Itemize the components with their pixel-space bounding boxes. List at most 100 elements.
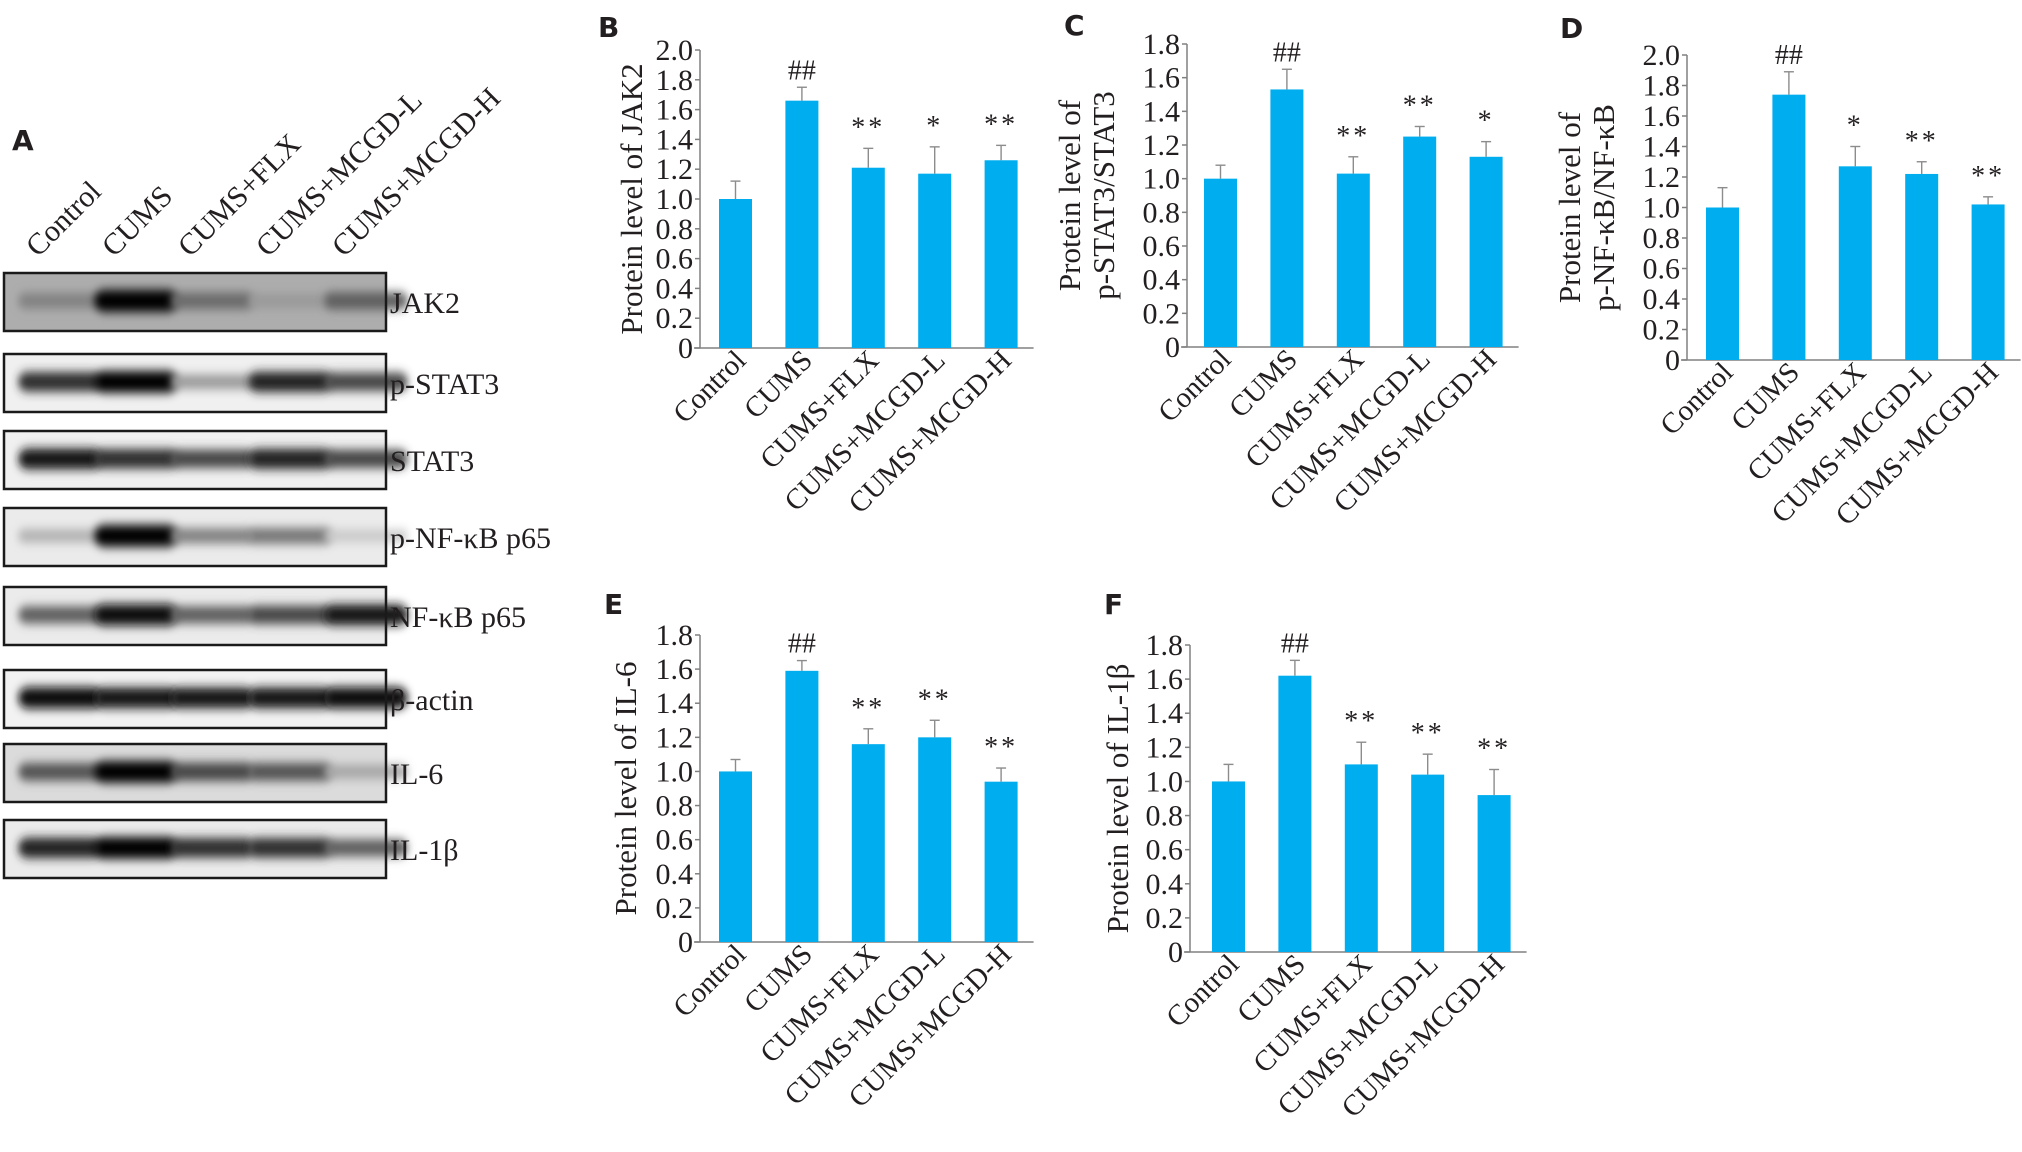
chart-p-stat3-stat3: 00.20.40.60.81.01.21.41.61.8 Protein leve…	[1052, 28, 1519, 519]
panel-a-western-blot: A ControlCUMSCUMS+FLXCUMS+MCGD-LCUMS+MCG…	[2, 81, 551, 880]
y-tick-label: 0.2	[656, 302, 694, 335]
y-tick-label: 1.4	[1146, 697, 1184, 730]
blot-row-label: IL-6	[390, 758, 443, 791]
blot-band	[18, 448, 102, 470]
blot-band	[170, 838, 254, 858]
y-tick-label: 0.6	[656, 824, 694, 857]
bar	[984, 160, 1018, 348]
y-tick-label: 1.6	[656, 94, 694, 127]
y-tick-label: 1.6	[1146, 663, 1184, 696]
blot-band	[18, 606, 102, 624]
bar	[1772, 94, 1806, 361]
blot-frame	[2, 506, 388, 568]
y-tick-label: 1.0	[1146, 765, 1184, 798]
y-tick-label: 1.2	[1146, 731, 1184, 764]
blot-row: STAT3	[2, 429, 474, 491]
y-axis-label: p-STAT3/STAT3	[1086, 91, 1121, 300]
y-tick-label: 1.4	[1143, 95, 1181, 128]
chart-p-nfkb-nfkb: 00.20.40.60.81.01.21.41.61.82.0 Protein l…	[1552, 39, 2021, 532]
bar	[719, 199, 752, 348]
blot-row-label: JAK2	[390, 287, 460, 320]
blot-band	[18, 837, 102, 858]
blot-band	[170, 528, 254, 544]
blot-frame	[2, 818, 388, 880]
y-tick-label: 0.6	[1643, 253, 1681, 286]
y-tick-label: 1.4	[656, 123, 694, 156]
y-tick-label: 1.8	[1643, 70, 1681, 103]
y-tick-label: 0.4	[1643, 283, 1681, 316]
y-tick-label: 0.4	[656, 272, 694, 305]
bar	[1971, 204, 2005, 360]
blot-rows: JAK2 p-STAT3 STAT3 p-NF-κB p65 NF-κB p65 β-ac…	[2, 271, 551, 880]
y-tick-label: 0.4	[1143, 264, 1181, 297]
bar	[1336, 173, 1370, 347]
panel-letter-f: F	[1104, 588, 1123, 621]
y-tick-label: 0.2	[656, 892, 694, 925]
y-tick-label: 1.2	[656, 721, 694, 754]
blot-band	[248, 605, 332, 625]
y-tick-label: 1.4	[656, 687, 694, 720]
blot-frame	[2, 585, 388, 647]
blot-band	[94, 760, 178, 783]
y-tick-label: 0.6	[1146, 834, 1184, 867]
significance-label: **	[1411, 718, 1445, 749]
panel-letter-b: B	[598, 11, 619, 44]
blot-row: NF-κB p65	[2, 585, 526, 647]
y-tick-label: 1.0	[1143, 163, 1181, 196]
blot-band	[18, 372, 102, 392]
significance-label: **	[984, 732, 1018, 763]
y-tick-label: 1.2	[656, 153, 694, 186]
y-tick-label: 1.8	[1146, 629, 1184, 662]
y-tick-label: 1.2	[1143, 129, 1181, 162]
y-tick-label: 1.6	[1643, 100, 1681, 133]
blot-band	[248, 371, 332, 392]
significance-label: **	[1336, 121, 1370, 152]
blot-band	[170, 687, 254, 709]
chart-il-6: 00.20.40.60.81.01.21.41.61.8 Protein leve…	[608, 619, 1034, 1114]
bar	[1838, 166, 1872, 360]
y-tick-label: 1.0	[656, 183, 694, 216]
bar	[851, 744, 885, 942]
blot-row-label: β-actin	[390, 684, 474, 717]
y-axis-label: Protein level of IL-6	[608, 662, 643, 916]
blot-band	[170, 606, 254, 624]
lane-label: Control	[20, 175, 108, 263]
bar	[1905, 173, 1939, 360]
significance-label: **	[1477, 734, 1511, 765]
y-axis-label: Protein level of JAK2	[614, 63, 649, 334]
blot-row: p-STAT3	[2, 352, 499, 414]
significance-label: ##	[1775, 40, 1803, 71]
y-tick-label: 1.6	[1143, 62, 1181, 95]
y-tick-label: 0.2	[1146, 902, 1184, 935]
significance-label: ##	[1273, 37, 1301, 68]
panel-letter-d: D	[1560, 12, 1583, 45]
bar	[1278, 675, 1312, 952]
lane-label: CUMS	[96, 179, 179, 262]
panel-letter-a: A	[12, 124, 34, 157]
y-tick-label: 0.8	[1146, 800, 1184, 833]
blot-row: IL-1β	[2, 818, 459, 880]
y-axis-label: p-NF-κB/NF-κB	[1586, 104, 1621, 311]
blot-band	[170, 292, 254, 310]
y-tick-label: 0	[1665, 344, 1680, 377]
y-axis-label: Protein level of IL-1β	[1100, 664, 1135, 934]
blot-band	[248, 293, 332, 308]
blot-band	[94, 289, 178, 312]
y-tick-label: 1.0	[1643, 192, 1681, 225]
y-tick-label: 1.8	[656, 619, 694, 652]
bar	[1344, 764, 1378, 952]
significance-label: **	[1403, 90, 1437, 121]
significance-label: **	[1971, 161, 2005, 192]
y-tick-label: 0	[678, 332, 693, 365]
significance-label: **	[984, 109, 1018, 140]
blot-band	[170, 449, 254, 469]
bar	[785, 100, 819, 348]
y-tick-label: 1.2	[1643, 161, 1681, 194]
significance-label: **	[1344, 706, 1378, 737]
significance-label: **	[1905, 126, 1939, 157]
blot-row-label: STAT3	[390, 445, 474, 478]
bar	[1403, 136, 1437, 347]
y-tick-label: 1.0	[656, 755, 694, 788]
blot-row: IL-6	[2, 742, 443, 804]
